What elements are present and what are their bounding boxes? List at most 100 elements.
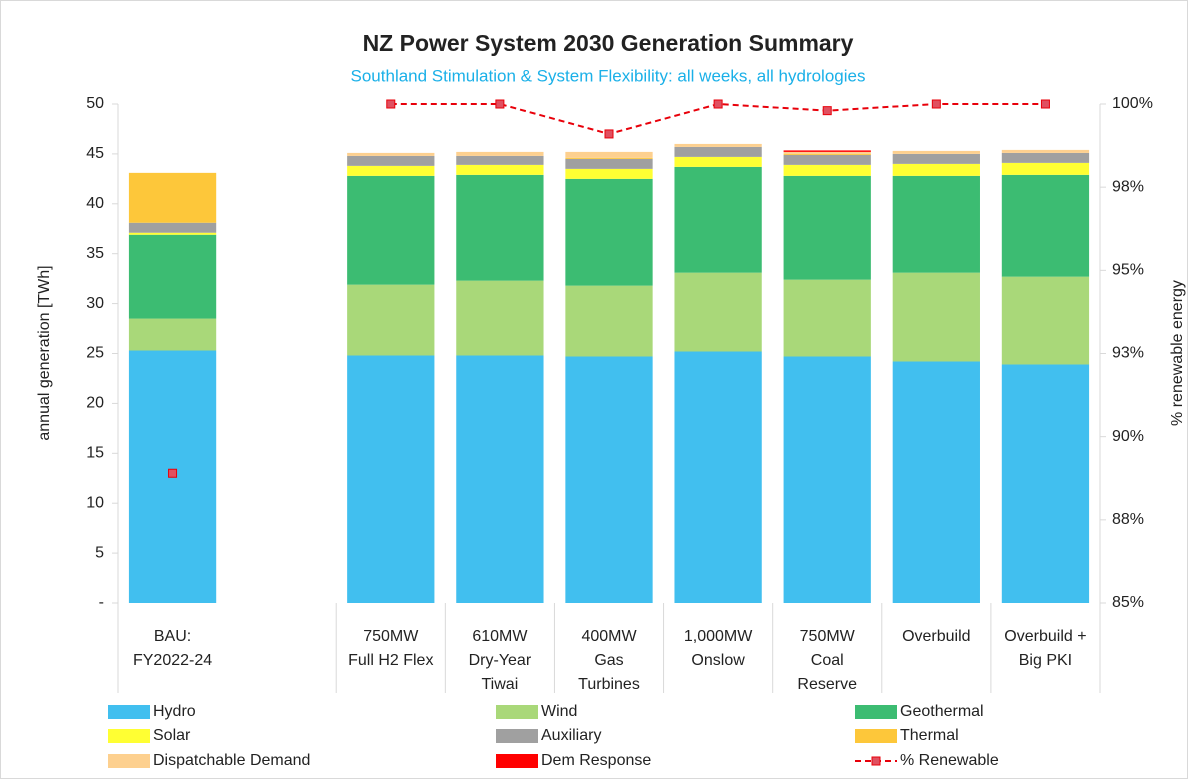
legend-label: Dem Response xyxy=(541,752,651,769)
bar-segment xyxy=(456,174,544,281)
bar-segment xyxy=(128,222,217,233)
bar-segment xyxy=(892,272,980,362)
y-tick-label: 50 xyxy=(86,95,104,112)
bar-segment xyxy=(674,351,762,603)
line-marker xyxy=(713,99,723,109)
bar-segment xyxy=(128,234,217,319)
bar-segment xyxy=(565,157,653,159)
legend-label: Geothermal xyxy=(900,703,984,720)
legend-swatch xyxy=(496,729,538,743)
y2-tick-label: 85% xyxy=(1112,594,1144,611)
legend-item: Hydro xyxy=(108,703,196,720)
bar-segment xyxy=(1001,149,1090,153)
line-marker xyxy=(168,468,178,478)
line-marker xyxy=(604,129,614,139)
legend-label: Solar xyxy=(153,727,191,744)
bar-segment xyxy=(456,280,544,356)
y2-tick-label: 98% xyxy=(1112,178,1144,195)
bar-segment xyxy=(674,143,762,147)
line-marker xyxy=(1040,99,1050,109)
bar-segment xyxy=(347,155,435,166)
bar-segment xyxy=(892,163,980,176)
bar-segment xyxy=(892,150,980,154)
y-tick-label: 20 xyxy=(86,395,104,412)
bar-segment xyxy=(1001,174,1090,277)
bar-segment xyxy=(128,172,217,223)
y2-tick-label: 88% xyxy=(1112,511,1144,528)
bar-segment xyxy=(565,158,653,169)
line-marker xyxy=(822,106,832,116)
x-tick-label: 750MW Full H2 Flex xyxy=(348,628,433,669)
bar-segment xyxy=(347,165,435,176)
y2-axis-label: % renewable energy xyxy=(1169,280,1186,426)
legend-swatch xyxy=(855,705,897,719)
legend-item: Dispatchable Demand xyxy=(108,752,310,769)
line-marker xyxy=(931,99,941,109)
bar-segment xyxy=(347,152,435,156)
bar-segment xyxy=(347,175,435,285)
x-tick-label: Overbuild + Big PKI xyxy=(1004,628,1086,669)
bar-segment xyxy=(892,361,980,603)
x-tick-label: 750MW Coal Reserve xyxy=(797,628,857,693)
y-axis-label: annual generation [TWh] xyxy=(36,265,53,440)
legend-item: Geothermal xyxy=(855,703,984,720)
bar-segment xyxy=(674,166,762,273)
bar-segment xyxy=(128,318,217,351)
line-marker xyxy=(386,99,396,109)
legend-label: Hydro xyxy=(153,703,196,720)
bar-segment xyxy=(456,151,544,156)
bar-segment xyxy=(783,279,871,357)
y-tick-label: 25 xyxy=(86,345,104,362)
bar-segment xyxy=(456,164,544,175)
bar-segment xyxy=(347,284,435,356)
legend-swatch xyxy=(496,754,538,768)
y-tick-label: 35 xyxy=(86,245,104,262)
x-tick-label: Overbuild xyxy=(902,628,970,645)
bar-segment xyxy=(783,151,871,154)
bar-segment xyxy=(783,356,871,603)
y-tick-label: - xyxy=(99,594,104,611)
x-tick-label: 610MW Dry-Year Tiwai xyxy=(469,628,532,693)
legend-swatch xyxy=(496,705,538,719)
y-tick-label: 5 xyxy=(95,544,104,561)
legend-item: % Renewable xyxy=(855,752,999,769)
y-tick-label: 15 xyxy=(86,445,104,462)
bar-segment xyxy=(456,155,544,165)
bar-segment xyxy=(674,146,762,157)
x-tick-label: 400MW Gas Turbines xyxy=(578,628,640,693)
legend-label: % Renewable xyxy=(900,752,999,769)
legend-label: Auxiliary xyxy=(541,727,601,744)
bar-segment xyxy=(565,178,653,286)
bar-segment xyxy=(1001,162,1090,175)
bar-segment xyxy=(565,285,653,357)
y-tick-label: 30 xyxy=(86,295,104,312)
bar-segment xyxy=(1001,152,1090,163)
x-tick-label: BAU: FY2022-24 xyxy=(133,628,212,669)
legend-item: Solar xyxy=(108,727,191,744)
bar-segment xyxy=(783,150,871,152)
bar-segment xyxy=(565,168,653,179)
legend-swatch xyxy=(108,754,150,768)
bar-segment xyxy=(565,151,653,158)
chart-title: NZ Power System 2030 Generation Summary xyxy=(363,30,854,56)
y2-tick-label: 95% xyxy=(1112,262,1144,279)
legend-item: Wind xyxy=(496,703,577,720)
legend-label: Thermal xyxy=(900,727,959,744)
legend-label: Dispatchable Demand xyxy=(153,752,310,769)
bar-segment xyxy=(1001,364,1090,603)
x-tick-label: 1,000MW Onslow xyxy=(684,628,753,669)
bar-segment xyxy=(783,175,871,280)
y-tick-label: 10 xyxy=(86,494,104,511)
y-tick-label: 45 xyxy=(86,145,104,162)
y2-tick-label: 90% xyxy=(1112,428,1144,445)
bar-segment xyxy=(674,272,762,352)
bar-segment xyxy=(783,164,871,176)
legend-swatch xyxy=(871,756,881,766)
legend-swatch xyxy=(108,705,150,719)
bar-segment xyxy=(565,356,653,603)
bar-segment xyxy=(128,232,217,235)
legend-label: Wind xyxy=(541,703,577,720)
bar-segment xyxy=(892,153,980,164)
legend-item: Thermal xyxy=(855,727,959,744)
